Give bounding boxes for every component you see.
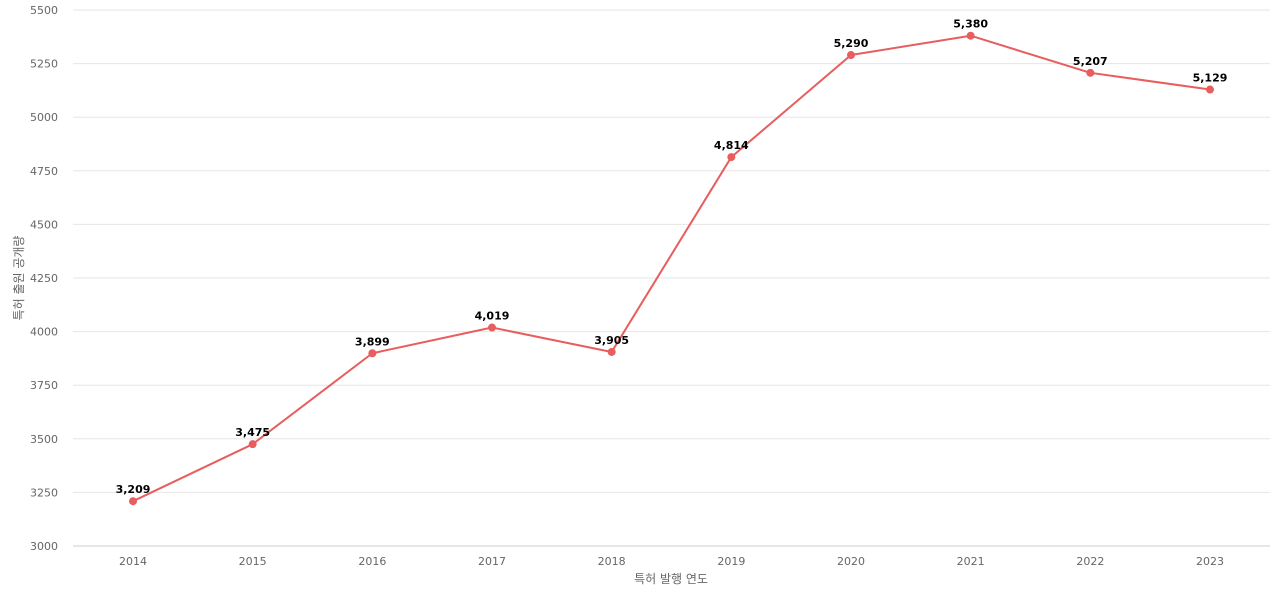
x-tick-label: 2014 <box>119 555 147 568</box>
y-tick-label: 4250 <box>30 272 58 285</box>
x-tick-label: 2022 <box>1076 555 1104 568</box>
data-label: 4,814 <box>714 139 749 152</box>
data-labels: 3,209 3,475 3,899 4,019 3,905 4,814 5,290 5,380… <box>116 18 1228 496</box>
data-point[interactable] <box>129 497 137 506</box>
y-tick-label: 5500 <box>30 4 58 17</box>
y-axis-ticks: 3000 3250 3500 3750 4000 4250 4500 4750 5000 5250… <box>30 4 58 553</box>
data-point[interactable] <box>488 323 496 332</box>
x-axis-title: 특허 발행 연도 <box>634 571 708 586</box>
y-tick-label: 3500 <box>30 433 58 446</box>
y-axis-title: 특허 출원 공개량 <box>12 236 26 321</box>
y-tick-label: 3750 <box>30 379 58 392</box>
x-tick-label: 2020 <box>837 555 865 568</box>
x-tick-label: 2016 <box>358 555 386 568</box>
x-tick-label: 2021 <box>957 555 985 568</box>
y-tick-label: 3000 <box>30 540 58 553</box>
data-point[interactable] <box>727 153 736 162</box>
data-label: 4,019 <box>475 310 510 323</box>
data-point[interactable] <box>847 51 855 60</box>
data-point[interactable] <box>966 31 975 40</box>
data-label: 5,380 <box>953 18 988 31</box>
x-tick-label: 2023 <box>1196 555 1224 568</box>
data-label: 5,290 <box>834 37 869 50</box>
gridlines <box>73 9 1270 547</box>
x-tick-label: 2018 <box>598 555 626 568</box>
data-point[interactable] <box>1206 85 1214 94</box>
x-tick-label: 2015 <box>239 555 267 568</box>
series-line <box>132 34 1211 503</box>
data-point[interactable] <box>368 349 377 358</box>
data-point[interactable] <box>248 440 257 449</box>
y-tick-label: 5250 <box>30 58 58 71</box>
y-tick-label: 5000 <box>30 111 58 124</box>
y-tick-label: 3250 <box>30 486 58 499</box>
data-label: 3,475 <box>235 426 270 439</box>
data-label: 5,207 <box>1073 55 1108 68</box>
x-tick-label: 2019 <box>717 555 745 568</box>
data-point[interactable] <box>1086 68 1095 77</box>
data-label: 3,905 <box>594 334 629 347</box>
y-tick-label: 4000 <box>30 326 58 339</box>
data-point[interactable] <box>607 347 616 356</box>
data-label: 3,899 <box>355 335 390 348</box>
data-label: 3,209 <box>116 483 151 496</box>
y-tick-label: 4750 <box>30 165 58 178</box>
data-points <box>129 31 1214 506</box>
series-layer <box>132 34 1211 503</box>
x-axis-ticks: 2014 2015 2016 2017 2018 2019 2020 2021 2022 2023 <box>119 555 1224 568</box>
x-tick-label: 2017 <box>478 555 506 568</box>
y-tick-label: 4500 <box>30 218 58 231</box>
data-label: 5,129 <box>1193 72 1228 85</box>
